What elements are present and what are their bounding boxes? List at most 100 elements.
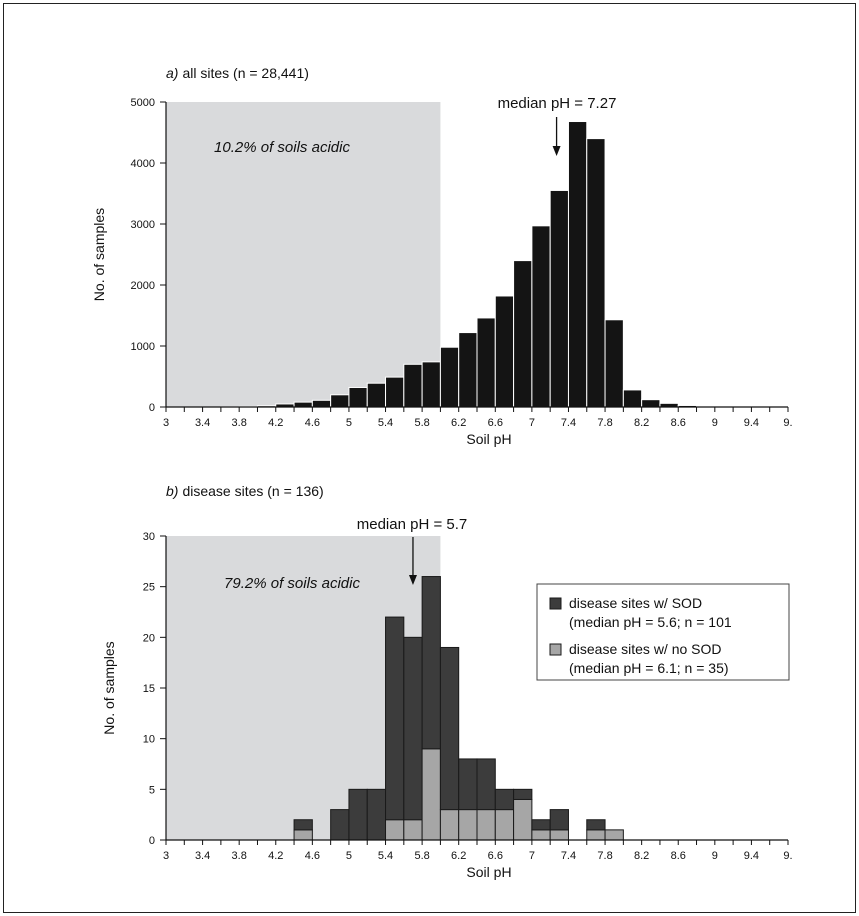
y-tick-label: 5000 (131, 97, 155, 109)
median-arrow-head (552, 146, 561, 156)
x-tick-label: 8.6 (671, 850, 686, 862)
x-tick-label: 7.4 (561, 417, 576, 429)
median-label: median pH = 7.27 (498, 95, 617, 112)
x-tick-label: 5.8 (414, 850, 429, 862)
x-tick-label: 9. (783, 417, 792, 429)
bar (403, 363, 423, 408)
bar-sod (549, 809, 569, 831)
panel-label: b) (166, 483, 178, 499)
bar (439, 346, 460, 408)
x-tick-label: 8.2 (634, 417, 649, 429)
x-tick-label: 3 (163, 417, 169, 429)
x-tick-label: 5.4 (378, 417, 393, 429)
bar-no-sod (421, 748, 441, 841)
y-tick-label: 3000 (131, 219, 155, 231)
bar-sod (513, 788, 533, 800)
bar-sod (494, 788, 515, 811)
x-tick-label: 6.2 (451, 417, 466, 429)
bar-no-sod (549, 829, 569, 841)
y-tick-label: 15 (143, 683, 155, 695)
bar-no-sod (604, 829, 624, 841)
bar-sod (531, 819, 551, 831)
bar-no-sod (586, 829, 606, 841)
legend-box (536, 583, 790, 681)
bar-sod (476, 758, 496, 811)
x-tick-label: 3.4 (195, 417, 210, 429)
bar-no-sod (385, 819, 405, 841)
x-tick-label: 4.6 (305, 850, 320, 862)
legend-swatch-sod (549, 597, 562, 610)
x-tick-label: 7 (529, 417, 535, 429)
legend-entry-name: disease sites w/ no SOD (569, 641, 722, 657)
y-axis-label: No. of samples (101, 641, 117, 734)
median-arrow-head (408, 575, 417, 585)
bar (348, 386, 368, 408)
y-tick-label: 20 (143, 632, 155, 644)
y-tick-label: 4000 (131, 158, 155, 170)
x-tick-label: 5 (346, 417, 352, 429)
bar (641, 399, 661, 408)
panel-title: disease sites (n = 136) (182, 483, 323, 499)
y-tick-label: 0 (149, 835, 155, 847)
bar-sod (586, 819, 606, 831)
bar-no-sod (476, 809, 496, 841)
bar (330, 394, 350, 408)
y-tick-label: 30 (143, 531, 155, 543)
bar-sod (439, 646, 460, 811)
x-tick-label: 4.6 (305, 417, 320, 429)
legend: disease sites w/ SOD (median pH = 5.6; n … (536, 583, 790, 681)
x-tick-label: 9.4 (744, 850, 759, 862)
acidic-percentage-label: 79.2% of soils acidic (224, 575, 360, 592)
x-tick-label: 3 (163, 850, 169, 862)
x-tick-label: 3.8 (232, 417, 247, 429)
x-tick-label: 7.8 (597, 417, 612, 429)
panel-title: all sites (n = 28,441) (182, 65, 308, 81)
median-label: median pH = 5.7 (357, 516, 468, 533)
bar-sod (421, 576, 441, 750)
x-tick-label: 4.2 (268, 417, 283, 429)
bar-sod (330, 809, 350, 841)
bar-sod (293, 819, 313, 831)
bar-no-sod (458, 809, 478, 841)
x-tick-label: 9. (783, 850, 792, 862)
bar (476, 317, 496, 408)
y-tick-label: 5 (149, 784, 155, 796)
bar-no-sod (494, 809, 515, 841)
legend-entry-detail: (median pH = 6.1; n = 35) (569, 660, 729, 676)
x-tick-label: 3.8 (232, 850, 247, 862)
x-tick-label: 9 (712, 850, 718, 862)
bar-sod (385, 616, 405, 821)
y-axis-label: No. of samples (91, 208, 107, 301)
bar (494, 295, 515, 408)
acidic-shaded-region (166, 102, 441, 407)
x-tick-label: 3.4 (195, 850, 210, 862)
bar-no-sod (439, 809, 460, 841)
bar (385, 376, 405, 408)
bar (366, 382, 387, 408)
x-tick-label: 5 (346, 850, 352, 862)
bar (622, 389, 643, 408)
bar-sod (403, 636, 423, 821)
x-tick-label: 7.4 (561, 850, 576, 862)
panel-b-histogram: 0 5 10 15 20 25 30 3 3.4 3.8 4.2 4.6 5 5.4 5.8 6.2 6.6 7 7… (101, 483, 793, 880)
x-tick-label: 6.2 (451, 850, 466, 862)
x-axis-label: Soil pH (466, 864, 511, 880)
bar-sod (458, 758, 478, 811)
x-tick-label: 4.2 (268, 850, 283, 862)
bar-no-sod (293, 829, 313, 841)
x-tick-label: 9.4 (744, 417, 759, 429)
bar (458, 332, 478, 408)
y-tick-label: 2000 (131, 280, 155, 292)
bar-sod (366, 788, 387, 841)
bar-sod (348, 788, 368, 841)
legend-swatch-no-sod (549, 643, 562, 656)
bar (604, 319, 624, 408)
x-tick-label: 8.6 (671, 417, 686, 429)
x-tick-label: 7.8 (597, 850, 612, 862)
y-tick-label: 25 (143, 582, 155, 594)
bar (513, 260, 533, 408)
bar (586, 138, 606, 408)
bar-no-sod (531, 829, 551, 841)
x-axis-label: Soil pH (466, 431, 511, 447)
